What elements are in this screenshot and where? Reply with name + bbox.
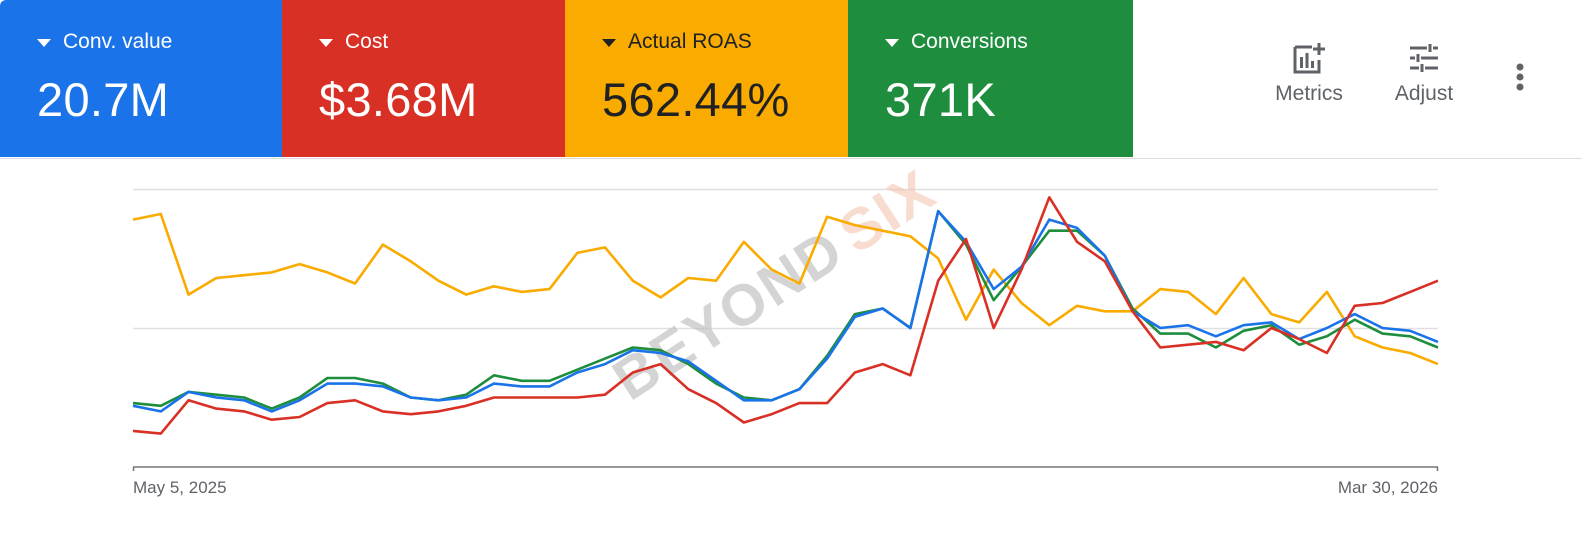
dropdown-triangle-icon: [319, 38, 333, 47]
scorecard-label: Conv. value: [37, 30, 172, 54]
series-line-conv-value[interactable]: [132, 209, 1439, 413]
watermark-beyond: BEYOND: [602, 217, 856, 413]
x-axis-end-label: Mar 30, 2026: [1337, 478, 1438, 497]
scorecard-value: 371K: [885, 73, 996, 126]
watermark: BEYOND SIX: [602, 158, 947, 413]
series-line-actual-roas[interactable]: [132, 212, 1439, 366]
dropdown-triangle-icon: [602, 38, 616, 47]
metrics-button[interactable]: Metrics: [1266, 42, 1352, 106]
scorecard-value: 20.7M: [37, 73, 170, 126]
scorecard-label-text: Actual ROAS: [628, 30, 752, 53]
metrics-label: Metrics: [1275, 82, 1343, 105]
dropdown-triangle-icon: [885, 38, 899, 47]
scorecard-label: Cost: [319, 30, 388, 54]
adjust-label: Adjust: [1394, 82, 1454, 105]
series-layer: [132, 196, 1439, 435]
performance-line-chart[interactable]: BEYOND SIX: [0, 158, 1582, 548]
tune-icon: [1410, 44, 1438, 72]
more-options-button[interactable]: [1506, 62, 1534, 94]
scorecard-value: 562.44%: [602, 73, 790, 126]
scorecard-value: $3.68M: [319, 73, 478, 126]
scorecard-conv-value[interactable]: Conv. value 20.7M: [0, 0, 282, 157]
scorecard-label-text: Conversions: [911, 30, 1028, 53]
x-axis-start-label: May 5, 2025: [133, 478, 227, 497]
scorecard-label: Conversions: [885, 30, 1028, 54]
add-chart-icon: [1293, 43, 1325, 74]
more-vert-icon: [1516, 63, 1524, 91]
scorecard-label-text: Conv. value: [63, 30, 173, 53]
scorecard-cost[interactable]: Cost $3.68M: [282, 0, 565, 157]
scorecard-conversions[interactable]: Conversions 371K: [848, 0, 1133, 157]
series-line-cost[interactable]: [132, 196, 1439, 435]
dropdown-triangle-icon: [37, 38, 51, 47]
scorecard-label: Actual ROAS: [602, 30, 752, 54]
adjust-button[interactable]: Adjust: [1386, 42, 1462, 106]
metric-scorecard-bar: Conv. value 20.7M Cost $3.68M Actual ROA…: [0, 0, 1582, 159]
scorecard-label-text: Cost: [345, 30, 389, 53]
scorecard-actual-roas[interactable]: Actual ROAS 562.44%: [565, 0, 848, 157]
